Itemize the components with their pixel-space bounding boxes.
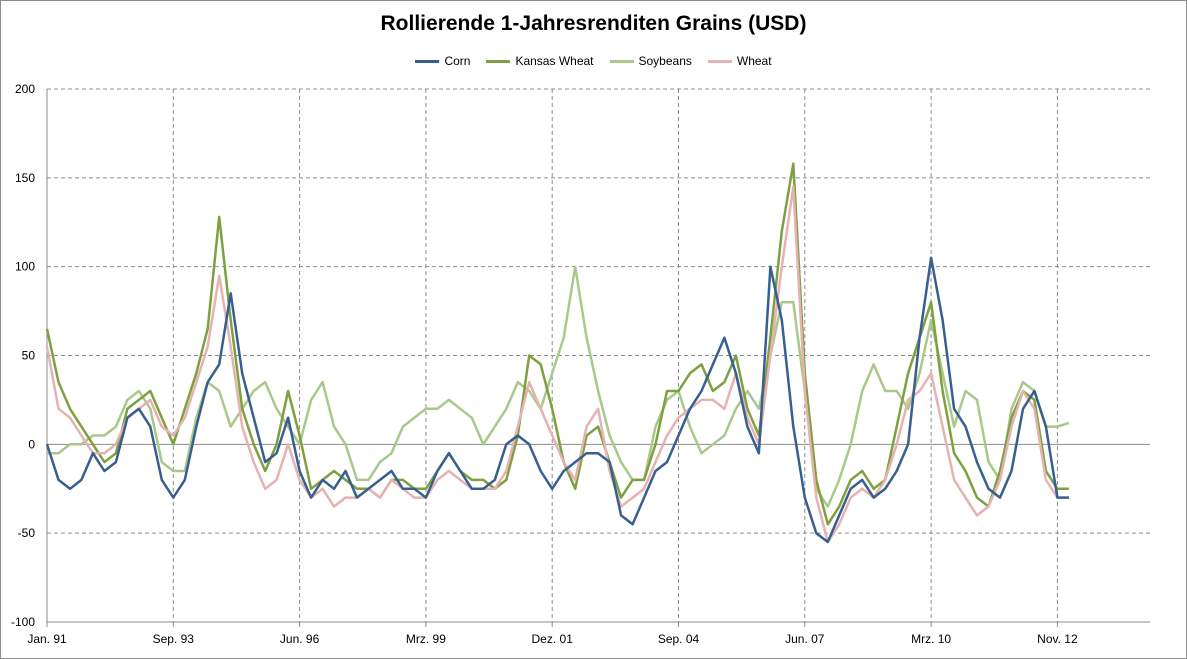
x-tick-label: Sep. 04	[658, 632, 700, 646]
y-tick-label: -100	[11, 615, 35, 629]
x-tick-label: Sep. 93	[153, 632, 195, 646]
y-tick-label: 150	[15, 171, 35, 185]
y-tick-label: 50	[22, 349, 36, 363]
series-line-corn	[45, 256, 1069, 544]
legend-item-corn: Corn	[415, 54, 470, 68]
legend-item-kansas-wheat: Kansas Wheat	[486, 54, 594, 68]
legend-label-wheat: Wheat	[736, 54, 772, 68]
chart-title: Rollierende 1-Jahresrenditen Grains (USD…	[380, 12, 807, 35]
legend-label-kansas-wheat: Kansas Wheat	[515, 54, 594, 68]
x-tick-label: Mrz. 99	[406, 632, 446, 646]
legend-swatch-kansas-wheat	[486, 59, 511, 63]
legend-swatch-soybeans	[609, 59, 634, 63]
legend-item-soybeans: Soybeans	[609, 54, 692, 68]
x-tick-label: Jun. 07	[785, 632, 825, 646]
y-tick-label: -50	[18, 526, 36, 540]
legend-label-soybeans: Soybeans	[638, 54, 692, 68]
series-line-soybeans	[47, 265, 1070, 508]
x-tick-label: Nov. 12	[1037, 632, 1078, 646]
legend-label-corn: Corn	[444, 54, 471, 68]
y-tick-label: 0	[28, 437, 35, 451]
legend-swatch-wheat	[707, 59, 732, 63]
legend-swatch-corn	[415, 59, 440, 63]
series-line-wheat	[45, 185, 1069, 544]
x-tick-label: Dez. 01	[532, 632, 574, 646]
legend: Corn Kansas Wheat Soybeans Wheat	[0, 54, 1187, 68]
x-tick-label: Jan. 91	[27, 632, 67, 646]
x-tick-label: Jun. 96	[280, 632, 320, 646]
y-tick-label: 100	[15, 260, 35, 274]
legend-item-wheat: Wheat	[707, 54, 772, 68]
y-tick-label: 200	[15, 82, 35, 96]
x-tick-label: Mrz. 10	[911, 632, 951, 646]
series-line-kansas-wheat	[45, 162, 1069, 526]
